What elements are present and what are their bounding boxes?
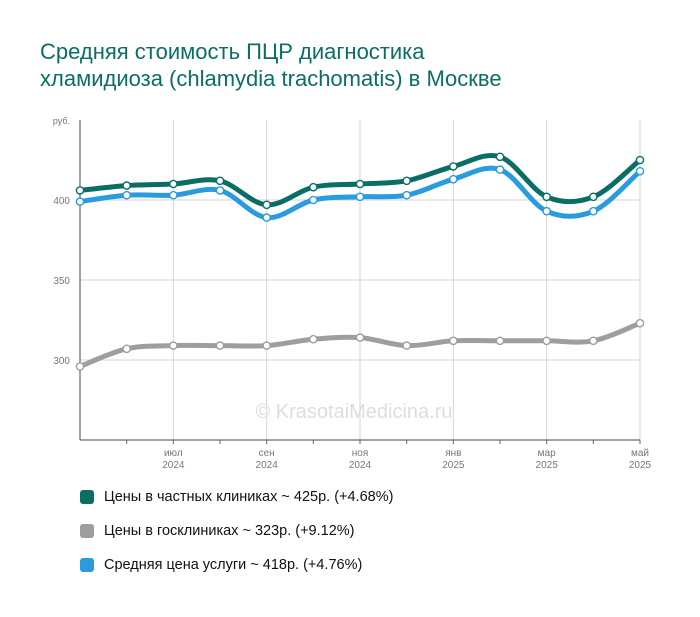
data-point-private[interactable] [262,200,271,210]
watermark: © KrasotaiMedicina.ru [255,401,452,423]
y-tick-label: 300 [53,356,70,367]
data-point-private[interactable] [635,155,645,165]
legend-item-public[interactable]: Цены в госклиниках ~ 323р. (+9.12%) [80,522,393,540]
data-point-public[interactable] [122,344,131,354]
y-unit-label: руб. [53,116,70,126]
data-point-average[interactable] [542,206,551,216]
data-point-private[interactable] [589,192,598,202]
data-point-public[interactable] [75,362,85,371]
data-point-public[interactable] [262,341,271,350]
data-point-average[interactable] [449,174,458,184]
grid [79,120,641,440]
data-point-public[interactable] [589,336,598,346]
data-point-public[interactable] [495,336,505,346]
data-point-average[interactable] [635,166,645,176]
legend-label-average: Средняя цена услуги ~ 418р. (+4.76%) [104,557,363,573]
legend-swatch-public [80,524,94,538]
data-point-average[interactable] [122,190,131,200]
x-tick-label-year: 2024 [256,460,279,471]
data-point-private[interactable] [215,176,225,186]
x-tick-label-month: янв [445,448,461,459]
data-point-private[interactable] [122,181,131,190]
data-point-private[interactable] [75,186,85,195]
legend: Цены в частных клиниках ~ 425р. (+4.68%)… [80,488,393,590]
x-tick-label-month: май [631,448,649,459]
data-point-public[interactable] [169,341,178,350]
legend-swatch-private [80,490,94,504]
x-tick-label-year: 2024 [162,460,185,471]
data-point-public[interactable] [635,318,645,328]
axes: 300350400руб.июл2024сен2024ноя2024янв202… [53,116,652,471]
x-tick-label-month: мар [538,448,556,459]
x-tick-label-month: июл [164,448,183,459]
legend-swatch-average [80,558,94,572]
x-tick-label-year: 2025 [536,460,559,471]
data-point-public[interactable] [542,336,551,346]
y-tick-label: 350 [53,276,70,287]
data-point-private[interactable] [402,176,411,186]
data-point-average[interactable] [215,186,225,195]
data-point-average[interactable] [402,190,411,200]
legend-label-private: Цены в частных клиниках ~ 425р. (+4.68%) [104,489,394,505]
data-point-average[interactable] [355,192,365,202]
data-point-private[interactable] [169,179,178,189]
data-point-public[interactable] [309,334,318,344]
legend-item-average[interactable]: Средняя цена услуги ~ 418р. (+4.76%) [80,556,393,574]
data-point-average[interactable] [495,165,505,174]
x-tick-label-month: ноя [352,448,369,459]
x-tick-label-year: 2024 [349,460,372,471]
data-point-average[interactable] [75,197,85,206]
data-point-public[interactable] [215,341,225,350]
series [75,152,645,371]
data-point-public[interactable] [449,336,458,346]
data-point-public[interactable] [402,341,411,350]
x-tick-label-month: сен [259,448,275,459]
legend-item-private[interactable]: Цены в частных клиниках ~ 425р. (+4.68%) [80,488,393,506]
data-point-private[interactable] [355,179,365,189]
data-point-private[interactable] [542,192,551,202]
data-point-public[interactable] [355,333,365,342]
data-point-private[interactable] [309,182,318,192]
data-point-average[interactable] [589,206,598,216]
x-tick-label-year: 2025 [442,460,465,471]
data-point-average[interactable] [309,195,318,205]
data-point-private[interactable] [449,162,458,171]
chart-title: Средняя стоимость ПЦР диагностика хламид… [40,38,680,92]
chart-title-line-1: Средняя стоимость ПЦР диагностика [40,39,425,64]
data-point-private[interactable] [495,152,505,162]
chart-title-line-2: хламидиоза (chlamydia trachomatis) в Мос… [40,66,502,91]
legend-label-public: Цены в госклиниках ~ 323р. (+9.12%) [104,523,355,539]
y-tick-label: 400 [53,196,70,207]
data-point-average[interactable] [169,190,178,200]
data-point-average[interactable] [262,213,271,222]
x-tick-label-year: 2025 [629,460,652,471]
